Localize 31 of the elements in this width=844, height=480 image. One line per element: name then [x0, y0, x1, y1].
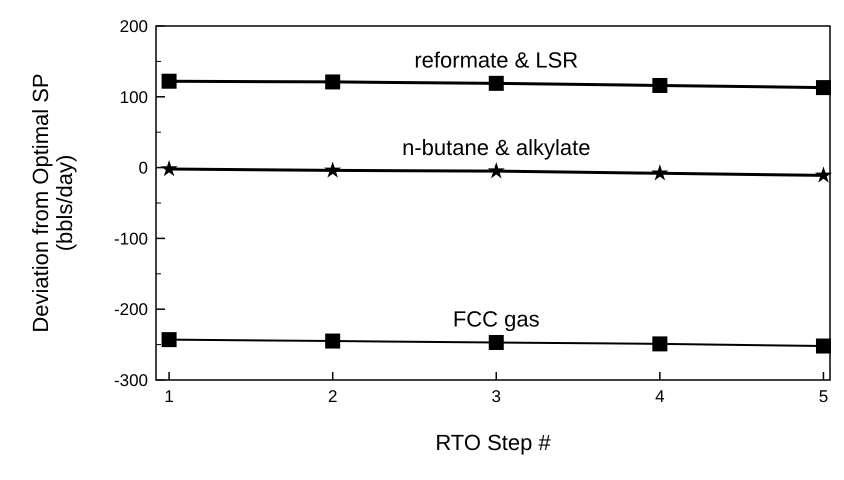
point — [651, 164, 668, 181]
point — [652, 78, 668, 93]
point — [324, 161, 342, 178]
y-tick-label: -200 — [114, 300, 148, 320]
x-tick-label: 3 — [492, 387, 502, 406]
point — [162, 332, 177, 348]
y-tick-label: -100 — [114, 229, 148, 248]
x-tick-label: 2 — [328, 387, 338, 406]
point — [488, 76, 504, 91]
x-tick-label: 5 — [818, 387, 828, 406]
point — [816, 338, 831, 354]
x-tick-label: 1 — [164, 387, 174, 406]
point — [325, 74, 340, 90]
point — [162, 74, 177, 89]
y-tick-label: 0 — [138, 158, 148, 178]
point — [488, 162, 505, 178]
y-axis-title: Deviation from Optimal SP (bbls/day) — [28, 73, 77, 333]
point — [816, 80, 831, 96]
y-tick-label: 100 — [120, 88, 148, 107]
x-tick-label: 4 — [655, 387, 665, 406]
series-label: reformate & LSR — [414, 47, 578, 72]
y-tick-label: 200 — [120, 16, 148, 36]
x-axis-title: RTO Step # — [435, 430, 552, 455]
point — [652, 336, 668, 352]
point — [488, 334, 504, 350]
series-label: n-butane & alkylate — [402, 135, 590, 160]
point — [814, 166, 832, 183]
y-tick-label: -300 — [114, 370, 148, 390]
series-label: FCC gas — [452, 306, 540, 332]
point — [325, 334, 340, 349]
point — [160, 160, 178, 176]
